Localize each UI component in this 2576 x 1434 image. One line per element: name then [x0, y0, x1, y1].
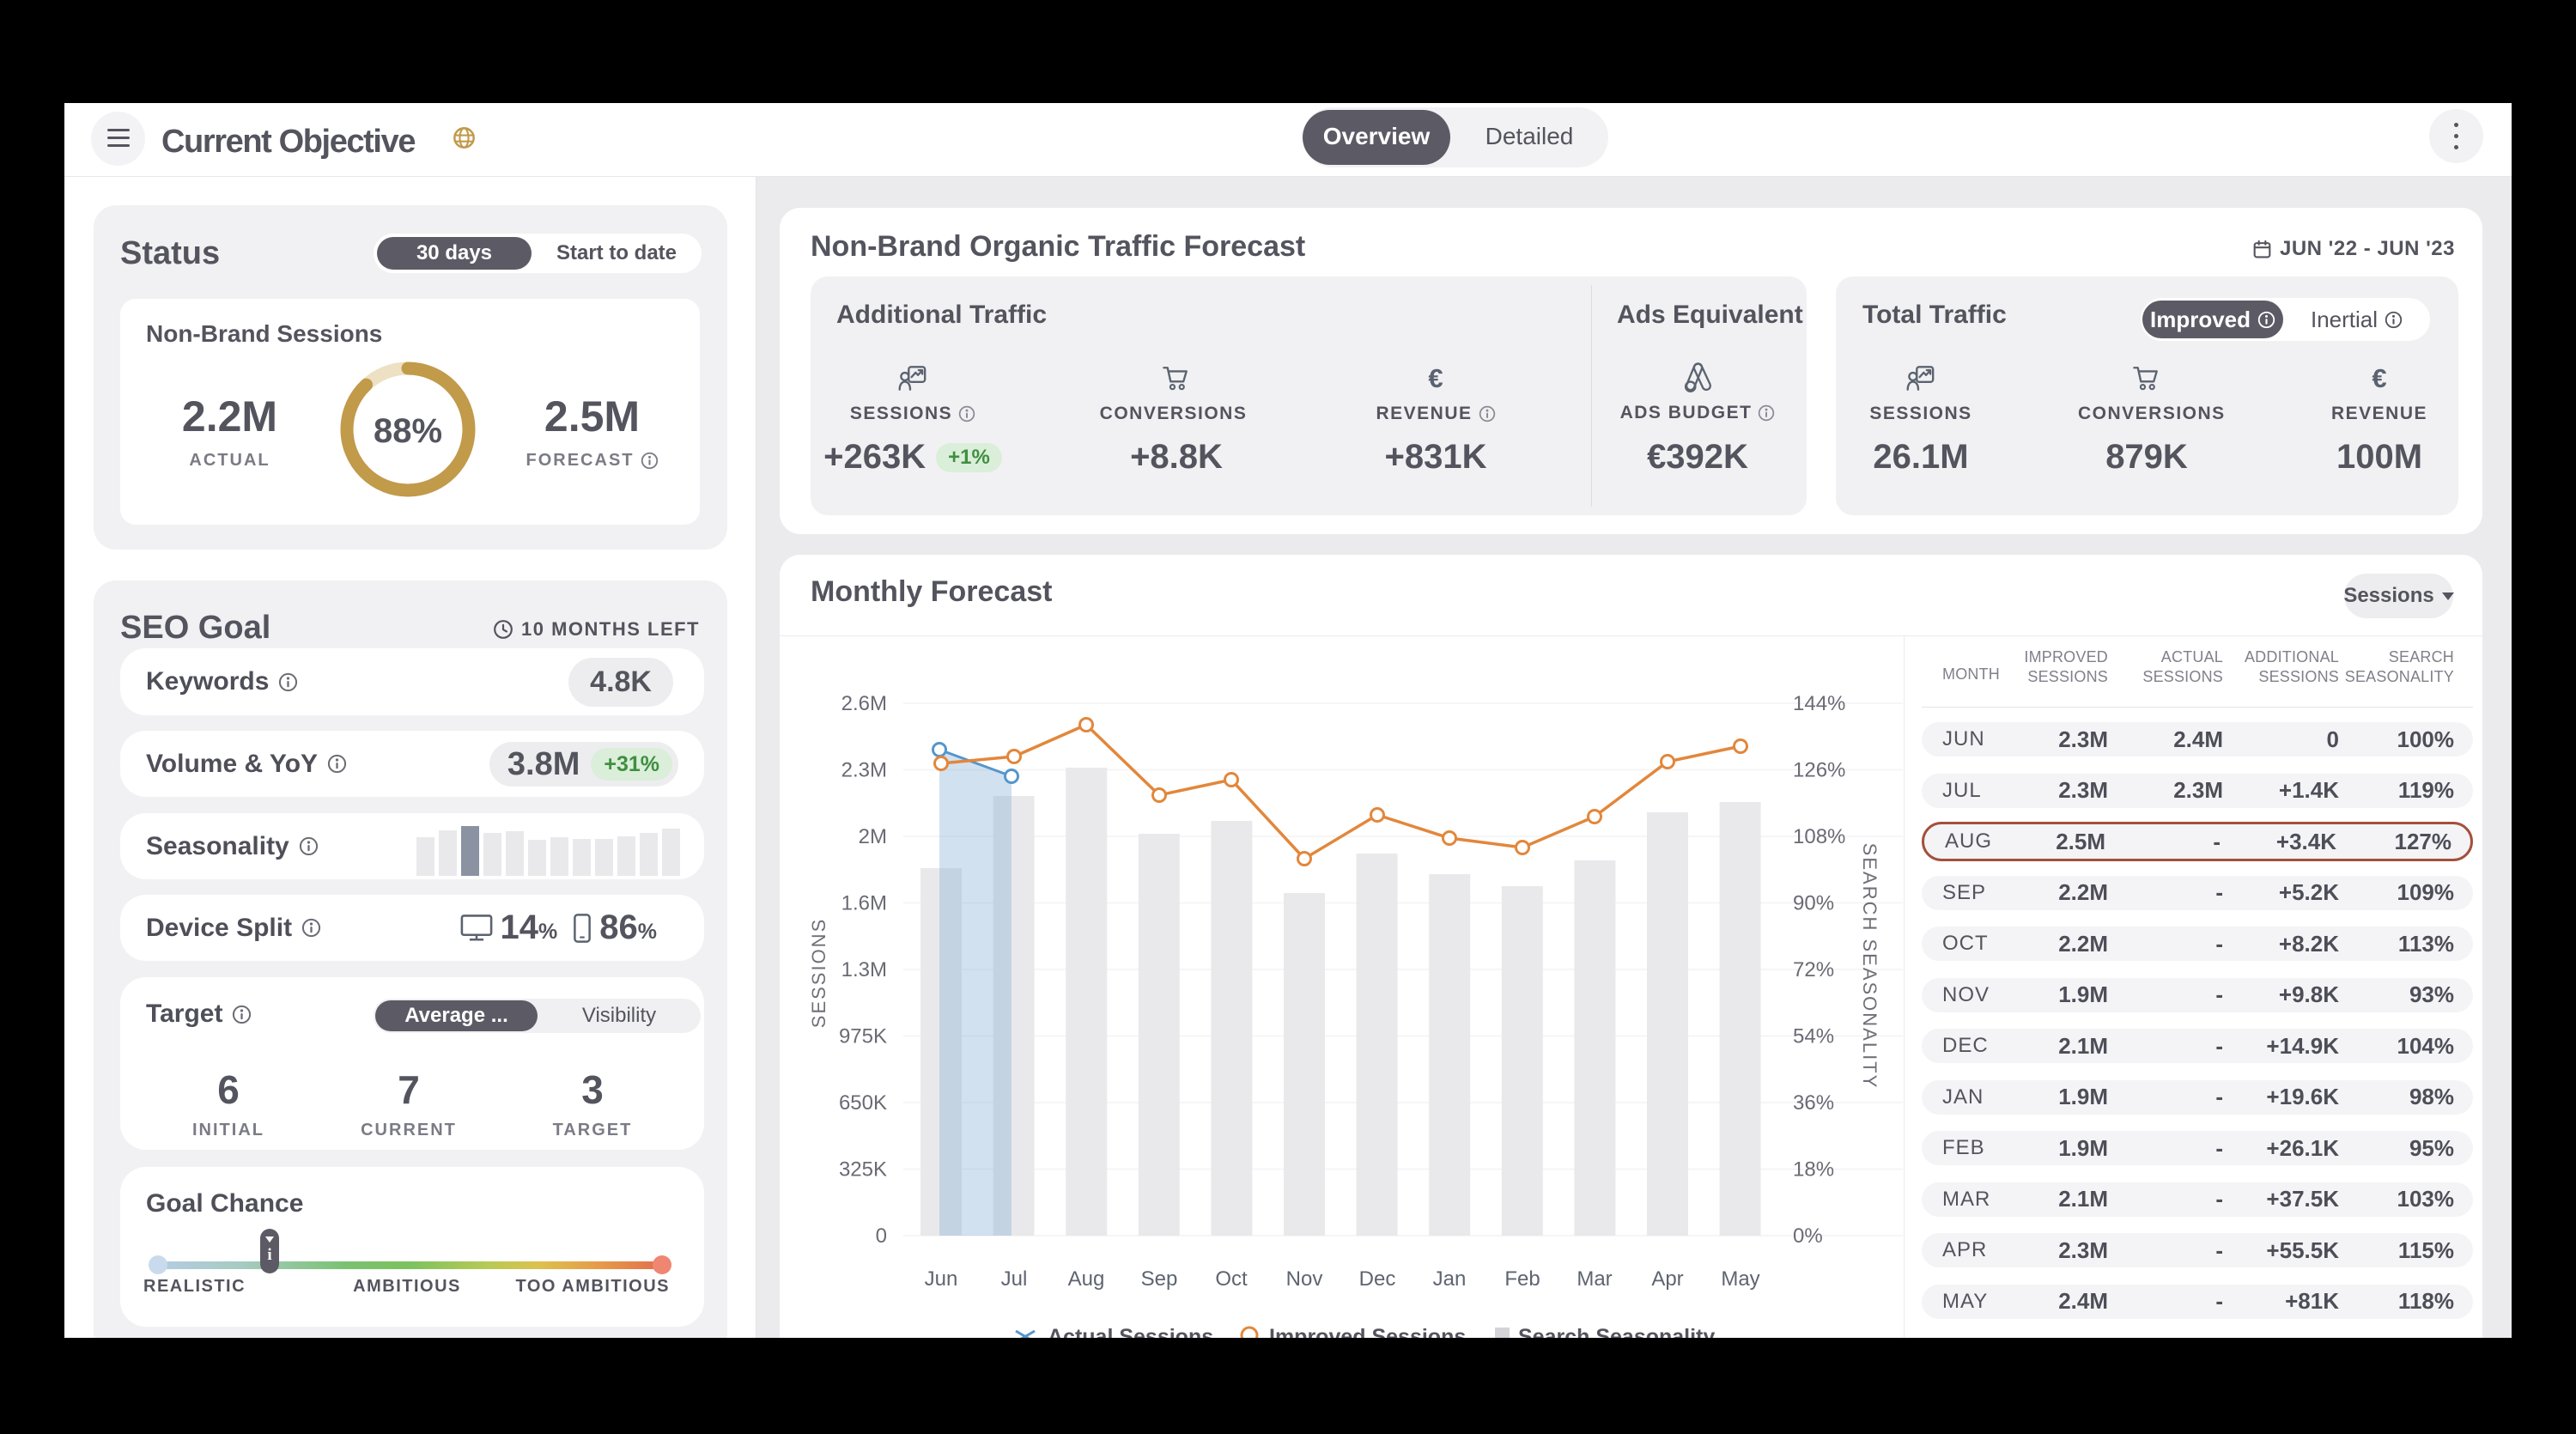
- svg-text:Search Seasonality: Search Seasonality: [1518, 1325, 1715, 1338]
- svg-text:May: May: [1721, 1267, 1759, 1291]
- svg-text:90%: 90%: [1793, 892, 1834, 915]
- svg-text:2.6M: 2.6M: [841, 692, 887, 715]
- svg-text:975K: 975K: [839, 1025, 887, 1048]
- svg-text:Jan: Jan: [1433, 1267, 1467, 1291]
- svg-text:0%: 0%: [1793, 1224, 1823, 1248]
- svg-text:Actual Sessions: Actual Sessions: [1048, 1325, 1213, 1338]
- svg-text:Mar: Mar: [1577, 1267, 1612, 1291]
- svg-text:325K: 325K: [839, 1158, 887, 1182]
- svg-text:Jun: Jun: [925, 1267, 958, 1291]
- svg-text:650K: 650K: [839, 1091, 887, 1115]
- svg-text:Feb: Feb: [1504, 1267, 1540, 1291]
- svg-text:Aug: Aug: [1068, 1267, 1105, 1291]
- svg-text:SESSIONS: SESSIONS: [808, 918, 829, 1028]
- svg-text:Dec: Dec: [1359, 1267, 1396, 1291]
- svg-text:2.3M: 2.3M: [841, 759, 887, 782]
- svg-text:0: 0: [876, 1224, 887, 1248]
- svg-text:36%: 36%: [1793, 1091, 1834, 1115]
- svg-text:2M: 2M: [859, 825, 887, 848]
- svg-text:108%: 108%: [1793, 825, 1845, 848]
- svg-text:18%: 18%: [1793, 1158, 1834, 1182]
- svg-text:54%: 54%: [1793, 1025, 1834, 1048]
- svg-text:72%: 72%: [1793, 958, 1834, 981]
- svg-text:1.3M: 1.3M: [841, 958, 887, 981]
- svg-text:Sep: Sep: [1141, 1267, 1178, 1291]
- svg-text:Jul: Jul: [1001, 1267, 1028, 1291]
- svg-text:Oct: Oct: [1215, 1267, 1248, 1291]
- svg-text:Apr: Apr: [1651, 1267, 1683, 1291]
- svg-text:Nov: Nov: [1286, 1267, 1323, 1291]
- svg-text:SEARCH SEASONALITY: SEARCH SEASONALITY: [1859, 843, 1880, 1090]
- svg-text:1.6M: 1.6M: [841, 892, 887, 915]
- svg-text:Improved Sessions: Improved Sessions: [1269, 1325, 1466, 1338]
- svg-text:126%: 126%: [1793, 759, 1845, 782]
- svg-text:144%: 144%: [1793, 692, 1845, 715]
